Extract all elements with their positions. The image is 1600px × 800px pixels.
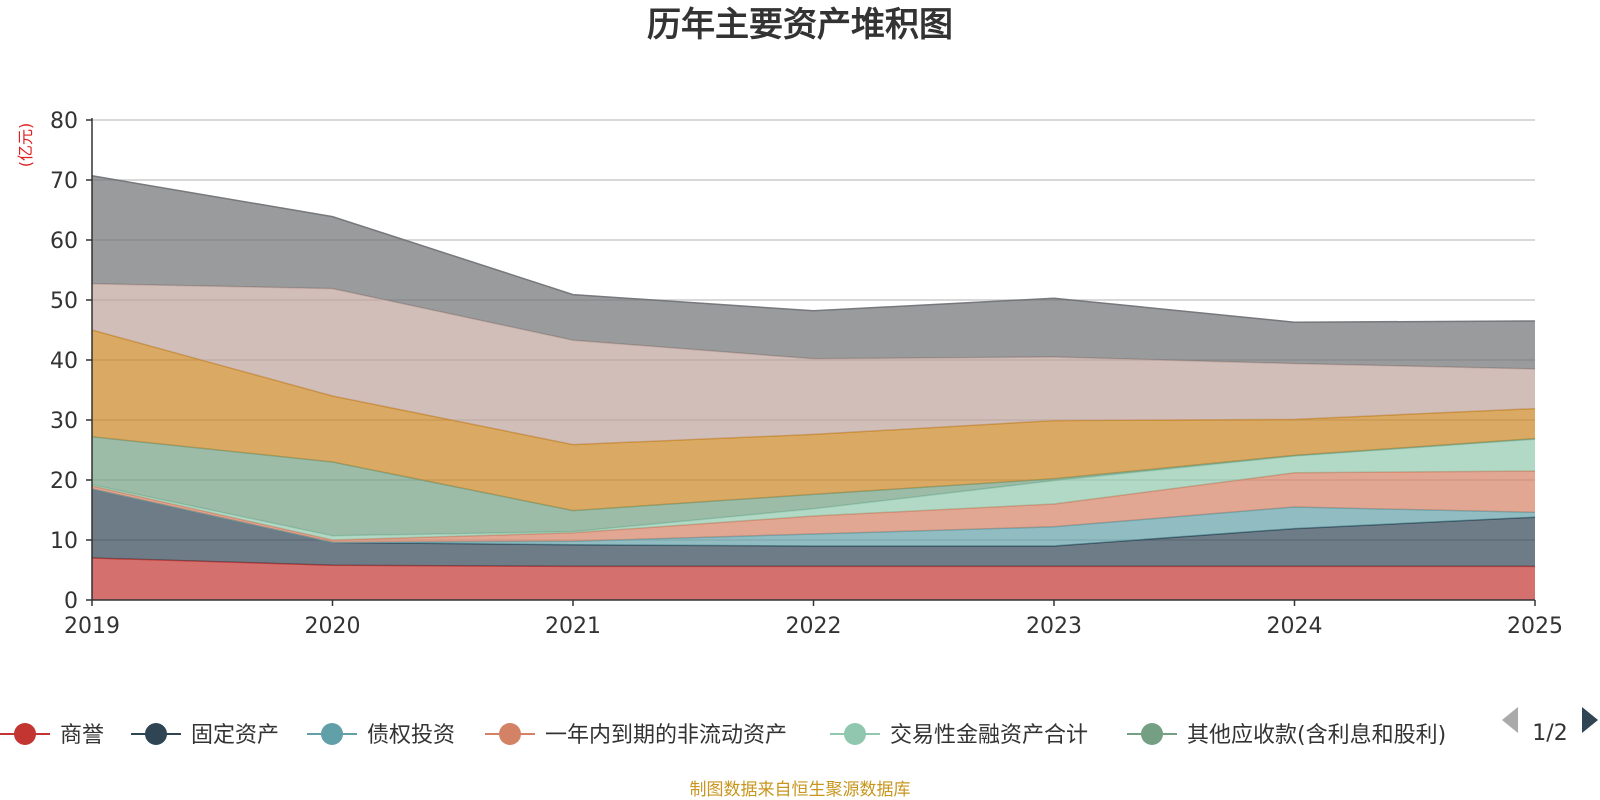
legend-item[interactable]: 商誉	[0, 723, 104, 748]
y-tick-label: 80	[50, 109, 78, 134]
legend-item[interactable]: 债权投资	[307, 723, 455, 748]
legend-pager: 1/2	[1502, 707, 1598, 746]
legend-label: 一年内到期的非流动资产	[545, 723, 787, 748]
legend-label: 债权投资	[367, 723, 455, 748]
area-0	[92, 558, 1535, 600]
legend-marker-icon	[499, 723, 521, 745]
area-8	[92, 175, 1535, 369]
legend-label: 固定资产	[191, 723, 279, 748]
axes: 0 10 20 30 40 50 60 70 80 2019 2020 2021 2022 2023 202…	[50, 109, 1563, 639]
y-tick-label: 30	[50, 409, 78, 434]
area-1	[92, 489, 1535, 567]
area-line-8	[91, 175, 1536, 323]
legend: 商誉 固定资产 债权投资 一年内到期的非流动资产 交易性金融资产合计 其他应收款(含利息和…	[0, 723, 1446, 748]
legend-label: 其他应收款(含利息和股利)	[1187, 723, 1446, 748]
legend-item[interactable]: 其他应收款(含利息和股利)	[1127, 723, 1446, 748]
y-tick-label: 50	[50, 289, 78, 314]
x-tick-label: 2024	[1267, 614, 1323, 639]
legend-label: 商誉	[60, 723, 104, 748]
legend-label: 交易性金融资产合计	[890, 723, 1088, 748]
x-tick-label: 2020	[305, 614, 361, 639]
y-tick-label: 0	[64, 589, 78, 614]
chart-title: 历年主要资产堆积图	[647, 5, 953, 45]
y-tick-label: 60	[50, 229, 78, 254]
legend-marker-icon	[1141, 723, 1163, 745]
legend-item[interactable]: 一年内到期的非流动资产	[485, 723, 787, 748]
y-tick-label: 40	[50, 349, 78, 374]
legend-marker-icon	[844, 723, 866, 745]
area-7	[92, 283, 1535, 445]
area-2	[92, 489, 1535, 546]
y-axis-unit: (亿元)	[16, 123, 35, 168]
y-tick-label: 70	[50, 169, 78, 194]
x-tick-label: 2025	[1507, 614, 1563, 639]
legend-item[interactable]: 交易性金融资产合计	[830, 723, 1088, 748]
data-source-note: 制图数据来自恒生聚源数据库	[690, 780, 911, 800]
area-6	[92, 330, 1535, 511]
legend-marker-icon	[14, 723, 36, 745]
legend-prev-icon[interactable]	[1502, 707, 1518, 733]
legend-next-icon[interactable]	[1582, 707, 1598, 733]
area-series	[91, 175, 1536, 600]
area-5	[92, 436, 1535, 536]
legend-marker-icon	[145, 723, 167, 745]
x-tick-label: 2023	[1026, 614, 1082, 639]
x-tick-label: 2022	[786, 614, 842, 639]
x-tick-label: 2021	[545, 614, 601, 639]
x-tick-label: 2019	[64, 614, 120, 639]
legend-marker-icon	[321, 723, 343, 745]
legend-page-indicator: 1/2	[1532, 721, 1567, 746]
y-tick-label: 10	[50, 529, 78, 554]
legend-item[interactable]: 固定资产	[131, 723, 279, 748]
y-tick-label: 20	[50, 469, 78, 494]
